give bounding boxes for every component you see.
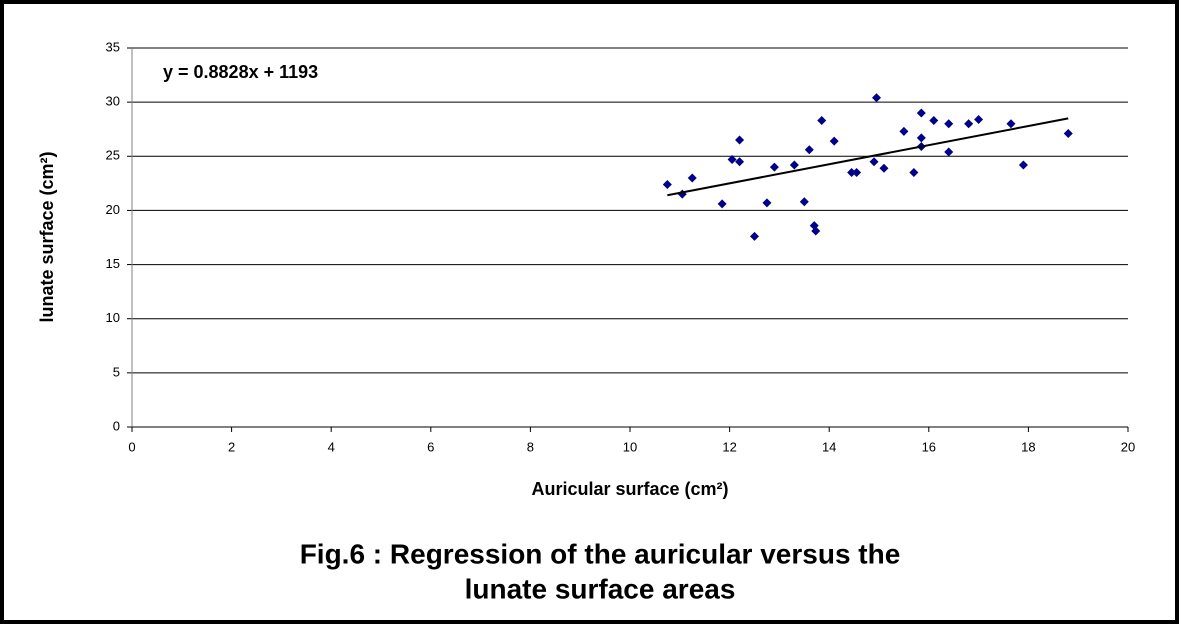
point [1018,160,1028,170]
point [717,199,727,209]
x-tick-label: 6 [427,439,434,454]
point [916,133,926,143]
point [769,162,779,172]
point [762,198,772,208]
point [909,168,919,178]
y-tick-label: 35 [106,39,120,54]
y-tick-label: 15 [106,256,120,271]
x-tick-label: 10 [623,439,637,454]
x-tick-label: 12 [722,439,736,454]
point [847,168,857,178]
y-tick-label: 5 [113,364,120,379]
point [817,116,827,126]
chart-title: Fig.6 : Regression of the auricular vers… [300,538,901,569]
chart-title: lunate surface areas [465,573,736,604]
point [899,126,909,136]
point [735,157,745,167]
point [727,155,737,165]
y-tick-label: 10 [106,310,120,325]
x-axis-label: Auricular surface (cm²) [531,479,728,499]
point [974,114,984,124]
y-tick-label: 30 [106,94,120,109]
point [879,163,889,173]
point [750,231,759,241]
point [811,226,821,236]
x-tick-label: 4 [328,439,335,454]
point [944,119,954,129]
y-axis-label: lunate surface (cm²) [37,151,57,322]
point [872,93,882,103]
y-tick-label: 20 [106,202,120,217]
equation: y = 0.8828x + 1193 [163,62,318,82]
x-tick-label: 0 [128,439,135,454]
point [869,157,879,167]
point [916,108,926,118]
point [804,145,814,155]
point [735,135,745,145]
point [662,179,672,189]
y-tick-label: 25 [106,148,120,163]
x-tick-label: 8 [527,439,534,454]
trendline [667,117,1069,197]
point [1006,119,1016,129]
x-tick-label: 20 [1121,439,1135,454]
x-tick-label: 14 [822,439,836,454]
y-tick-label: 0 [113,418,120,433]
x-tick-label: 16 [922,439,936,454]
point [687,173,697,183]
point [852,168,862,178]
point [1063,129,1073,139]
point [964,119,974,129]
x-tick-label: 18 [1021,439,1035,454]
point [829,136,839,146]
x-tick-label: 2 [228,439,235,454]
point [789,160,799,170]
point [799,197,809,207]
point [929,116,939,126]
point [944,147,954,157]
